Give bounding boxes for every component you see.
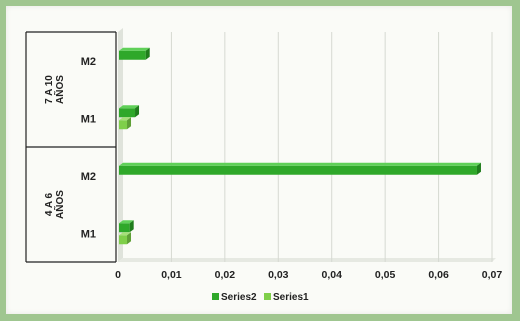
x-tick-label: 0 (115, 269, 121, 281)
bar-top-face (119, 162, 481, 166)
bar-top-face (119, 232, 132, 236)
x-tick-label: 0,03 (268, 269, 289, 281)
bar-series2 (119, 50, 146, 60)
category-label: M2 (81, 171, 96, 183)
x-tick-label: 0,02 (215, 269, 236, 281)
bar-top-face (119, 220, 134, 224)
bar-side-face (129, 220, 134, 233)
category-label: M2 (81, 56, 96, 68)
bar-top-face (119, 47, 150, 51)
bar-top-face (119, 117, 132, 121)
bar-side-face (127, 117, 132, 130)
category-label: M1 (81, 113, 96, 125)
bar-series1 (119, 235, 128, 245)
group-label: 7 A 10AÑOS (44, 75, 66, 104)
bar-side-face (127, 232, 132, 245)
x-tick-label: 0,05 (375, 269, 396, 281)
legend-swatch (212, 293, 219, 300)
bar-side-face (135, 105, 140, 118)
bar-top-face (119, 105, 140, 109)
x-tick-label: 0,06 (428, 269, 449, 281)
plot-wall (118, 28, 123, 262)
chart-panel (6, 6, 512, 314)
group-label: 4 A 6AÑOS (44, 190, 66, 219)
x-tick-label: 0,07 (482, 269, 503, 281)
bar-series2 (119, 165, 477, 175)
x-tick-label: 0,04 (321, 269, 342, 281)
bar-side-face (476, 162, 481, 175)
bar-side-face (145, 47, 150, 60)
category-label: M1 (81, 228, 96, 240)
legend-label: Series2 (221, 292, 257, 303)
bar-series1 (119, 120, 128, 130)
bar-series2 (119, 223, 130, 233)
legend-label: Series1 (273, 292, 309, 303)
bar-series2 (119, 108, 136, 118)
x-tick-label: 0,01 (161, 269, 182, 281)
plot-floor (118, 258, 496, 262)
legend-swatch (264, 293, 271, 300)
